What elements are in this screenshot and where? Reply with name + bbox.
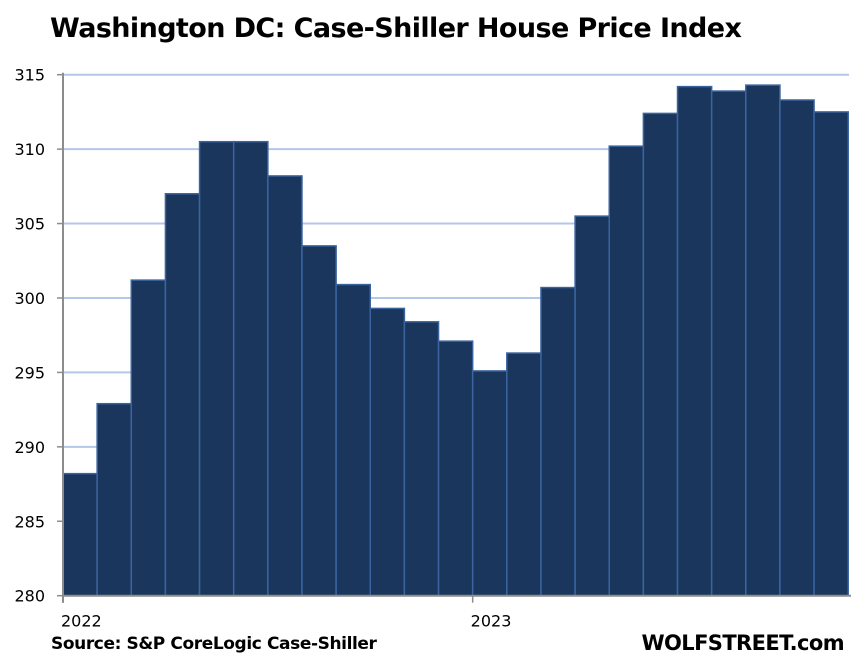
y-tick-label: 295 xyxy=(14,363,45,382)
bar xyxy=(198,140,235,597)
bar xyxy=(164,193,201,597)
y-tick-label: 280 xyxy=(14,587,45,606)
bar xyxy=(437,340,474,597)
bar xyxy=(96,402,133,597)
source-note: Source: S&P CoreLogic Case-Shiller xyxy=(51,634,377,654)
y-tick-label: 310 xyxy=(14,140,45,159)
y-tick-label: 305 xyxy=(14,215,45,234)
brand-watermark: WOLFSTREET.com xyxy=(641,631,844,655)
bar xyxy=(130,279,167,597)
bar xyxy=(710,90,747,597)
bar xyxy=(62,472,98,597)
bar xyxy=(335,283,372,597)
bar xyxy=(403,321,440,597)
bar xyxy=(540,286,576,597)
bar xyxy=(267,175,303,597)
bar xyxy=(369,307,406,597)
bar xyxy=(779,99,815,597)
bar xyxy=(813,111,849,597)
y-tick-label: 315 xyxy=(14,66,45,85)
bar xyxy=(574,215,610,597)
bar xyxy=(745,84,781,597)
bar xyxy=(232,140,269,597)
x-tick-label: 2022 xyxy=(61,612,102,631)
bar xyxy=(301,245,337,597)
bar xyxy=(642,112,679,597)
bar xyxy=(506,352,542,597)
chart-title: Washington DC: Case-Shiller House Price … xyxy=(50,13,742,44)
bar xyxy=(676,85,713,597)
bar xyxy=(608,145,645,597)
y-tick-label: 285 xyxy=(14,512,45,531)
y-tick-label: 300 xyxy=(14,289,45,308)
x-tick-label: 2023 xyxy=(471,612,512,631)
bar xyxy=(471,370,508,597)
y-tick-label: 290 xyxy=(14,438,45,457)
